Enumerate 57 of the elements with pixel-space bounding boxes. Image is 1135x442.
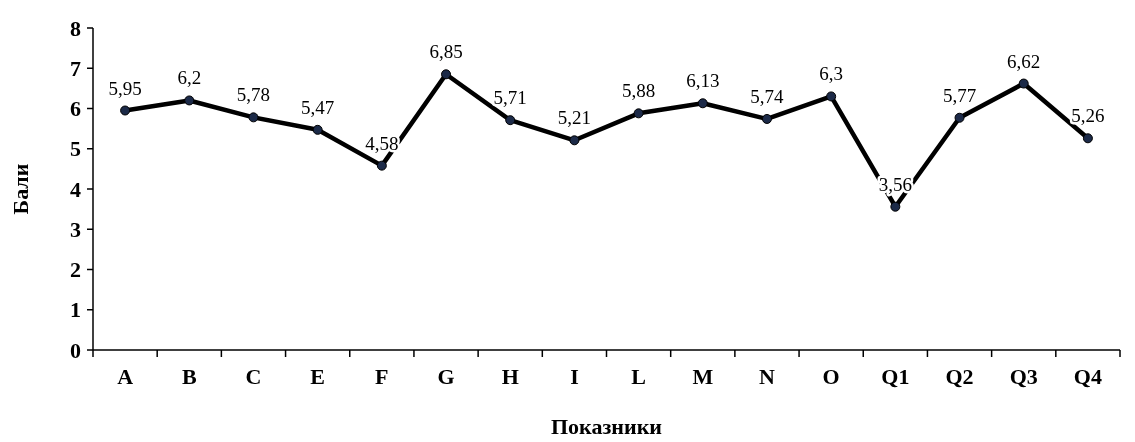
y-tick-label: 7 (70, 55, 81, 81)
data-label: 6,85 (429, 41, 463, 63)
x-tick-label: H (501, 364, 519, 389)
y-tick-label: 3 (70, 216, 81, 242)
data-label: 5,47 (301, 96, 335, 118)
x-tick-label: Q1 (881, 364, 910, 389)
data-label: 5,95 (108, 77, 142, 99)
x-axis-title: Показники (551, 414, 663, 439)
data-label: 6,13 (686, 70, 720, 92)
point (120, 105, 131, 116)
x-tick-label: Q2 (945, 364, 974, 389)
data-label: 5,74 (750, 85, 785, 107)
y-tick-label: 5 (70, 136, 81, 162)
point (633, 108, 644, 119)
point (505, 115, 516, 126)
y-tick-label: 8 (70, 15, 81, 41)
x-tick-label: I (570, 364, 579, 389)
point (826, 91, 837, 102)
y-tick-label: 4 (70, 176, 81, 202)
x-tick-label: O (822, 364, 840, 389)
data-label: 6,3 (819, 63, 844, 85)
point (954, 112, 965, 123)
point (312, 124, 323, 135)
x-tick-label: M (692, 364, 714, 389)
x-tick-label: C (245, 364, 262, 389)
x-tick-label: E (310, 364, 325, 389)
y-tick-label: 0 (70, 337, 81, 363)
y-tick-label: 1 (70, 297, 81, 323)
data-label: 5,21 (557, 107, 592, 129)
data-label: 5,88 (621, 80, 656, 102)
x-tick-label: F (375, 364, 389, 389)
y-tick-label: 2 (70, 257, 81, 283)
x-tick-label: Q3 (1009, 364, 1038, 389)
point (697, 98, 708, 109)
point (569, 135, 580, 146)
x-tick-label: N (759, 364, 776, 389)
point (248, 112, 259, 123)
x-tick-label: G (437, 364, 455, 389)
point (1082, 133, 1093, 144)
point (376, 160, 387, 171)
data-label: 5,26 (1071, 105, 1105, 127)
x-tick-label: L (631, 364, 646, 389)
point (890, 201, 901, 212)
x-tick-label: B (181, 364, 197, 389)
y-axis-title: Бали (8, 163, 33, 215)
point (761, 113, 772, 124)
point (1018, 78, 1029, 89)
data-label: 5,71 (493, 87, 527, 109)
point (441, 69, 452, 80)
x-tick-label: Q4 (1073, 364, 1102, 389)
data-label: 5,78 (236, 84, 271, 106)
x-tick-label: A (117, 364, 134, 389)
data-label: 6,62 (1007, 50, 1041, 72)
point (184, 95, 195, 106)
data-label: 6,2 (177, 67, 202, 89)
data-label: 5,77 (942, 84, 977, 106)
y-tick-label: 6 (70, 96, 81, 122)
